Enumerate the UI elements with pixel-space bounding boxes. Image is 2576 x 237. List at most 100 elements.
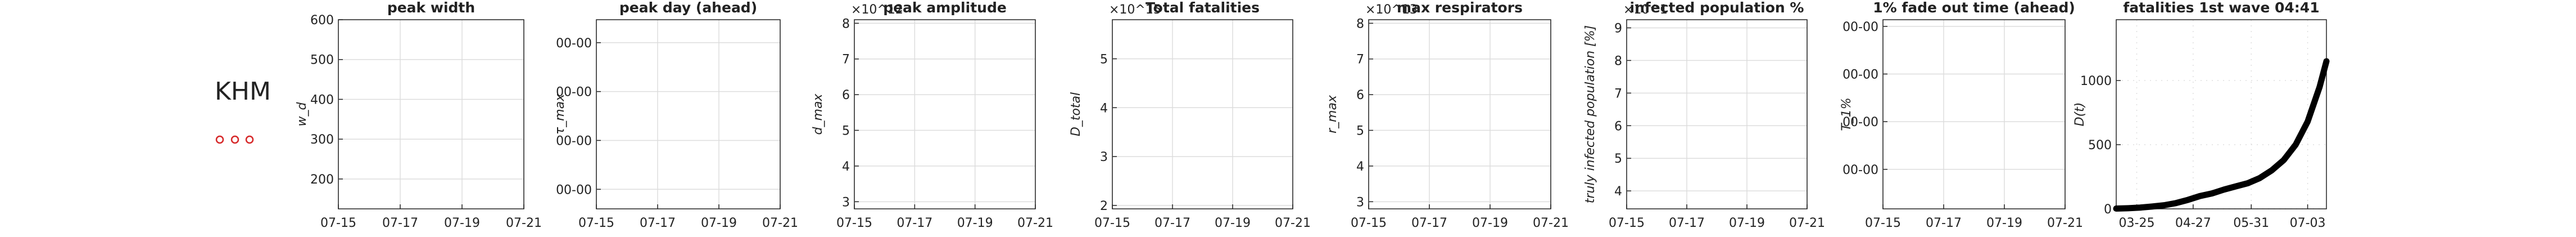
y-tick-label: 3 bbox=[842, 195, 850, 209]
y-tick-label: 2 bbox=[1100, 199, 1108, 213]
y-tick-label: 5 bbox=[1356, 124, 1364, 138]
y-tick-label: 00-00 bbox=[556, 134, 592, 148]
y-tick-label: 500 bbox=[2088, 138, 2112, 153]
x-tick-label: 07-17 bbox=[1411, 216, 1447, 230]
x-tick-label: 07-21 bbox=[762, 216, 798, 230]
y-tick-label: 3 bbox=[1100, 150, 1108, 164]
x-tick-label: 07-15 bbox=[578, 216, 614, 230]
x-tick-label: 07-21 bbox=[1533, 216, 1569, 230]
y-tick-label: 00-00 bbox=[1842, 163, 1878, 177]
x-tick-label: 07-21 bbox=[1789, 216, 1825, 230]
y-tick-label: 8 bbox=[842, 17, 850, 31]
axis-exponent: ×10^13 bbox=[1365, 3, 1418, 17]
y-tick-label: 6 bbox=[842, 88, 850, 102]
chart-title: peak width bbox=[387, 0, 475, 16]
chart-title: 1% fade out time (ahead) bbox=[1873, 0, 2075, 16]
x-tick-label: 07-21 bbox=[506, 216, 542, 230]
y-tick-label: 00-00 bbox=[556, 86, 592, 100]
x-tick-label: 07-15 bbox=[1865, 216, 1901, 230]
chart-title: infected population % bbox=[1630, 0, 1804, 16]
y-tick-label: 500 bbox=[310, 53, 334, 68]
x-tick-label: 07-15 bbox=[836, 216, 872, 230]
axis-exponent: ×10^12 bbox=[851, 3, 903, 17]
y-tick-label: 600 bbox=[310, 14, 334, 28]
y-axis-label: D_total bbox=[1069, 92, 1083, 136]
y-tick-label: 8 bbox=[1356, 17, 1364, 31]
chart-title: peak day (ahead) bbox=[619, 0, 757, 16]
y-tick-label: 00-00 bbox=[1842, 20, 1878, 34]
y-tick-label: 7 bbox=[1356, 53, 1364, 67]
y-axis-label: r_max bbox=[1325, 95, 1339, 133]
plot-frame bbox=[1626, 19, 1808, 209]
y-tick-label: 00-00 bbox=[556, 37, 592, 51]
y-axis-label: D(t) bbox=[2073, 102, 2087, 127]
y-tick-label: 7 bbox=[842, 53, 850, 67]
x-tick-label: 07-21 bbox=[1017, 216, 1053, 230]
plot-frame bbox=[854, 19, 1036, 209]
chart-title: max respirators bbox=[1397, 0, 1523, 16]
y-tick-label: 00-00 bbox=[1842, 115, 1878, 129]
x-tick-label: 07-19 bbox=[1472, 216, 1508, 230]
x-tick-label: 07-19 bbox=[444, 216, 480, 230]
y-tick-label: 00-00 bbox=[556, 183, 592, 197]
plot-frame bbox=[338, 19, 524, 209]
y-tick-label: 4 bbox=[1356, 160, 1364, 174]
chart-title: Total fatalities bbox=[1146, 0, 1260, 16]
y-tick-label: 4 bbox=[842, 160, 850, 174]
x-tick-label: 07-17 bbox=[382, 216, 418, 230]
axis-exponent: ×10^1 bbox=[1623, 3, 1668, 17]
x-tick-label: 07-19 bbox=[1729, 216, 1765, 230]
x-tick-label: 07-19 bbox=[1215, 216, 1251, 230]
x-tick-label: 05-31 bbox=[2233, 216, 2269, 230]
y-tick-label: 1000 bbox=[2080, 74, 2112, 88]
y-tick-label: 4 bbox=[1100, 101, 1108, 115]
y-axis-label: truly infected population [%] bbox=[1583, 25, 1597, 203]
plot-frame bbox=[1368, 19, 1551, 209]
x-tick-label: 07-15 bbox=[1094, 216, 1130, 230]
marker bbox=[215, 135, 224, 144]
x-tick-label: 07-17 bbox=[1155, 216, 1190, 230]
marker bbox=[245, 135, 254, 144]
x-tick-label: 07-15 bbox=[1609, 216, 1645, 230]
x-tick-label: 07-19 bbox=[1986, 216, 2022, 230]
y-tick-label: 7 bbox=[1614, 87, 1622, 101]
x-tick-label: 07-15 bbox=[1351, 216, 1387, 230]
y-axis-label: τ_max bbox=[553, 93, 567, 135]
y-axis-label: w_d bbox=[295, 101, 309, 126]
country-code: KHM bbox=[215, 77, 271, 106]
x-tick-label: 03-25 bbox=[2119, 216, 2155, 230]
y-tick-label: 5 bbox=[1100, 52, 1108, 66]
data-line bbox=[2113, 58, 2330, 212]
x-tick-label: 07-19 bbox=[957, 216, 993, 230]
x-tick-label: 07-03 bbox=[2290, 216, 2326, 230]
plot-frame bbox=[1112, 19, 1293, 209]
x-tick-label: 07-21 bbox=[2047, 216, 2083, 230]
chart-title: peak amplitude bbox=[883, 0, 1007, 16]
x-tick-label: 07-17 bbox=[640, 216, 676, 230]
x-tick-label: 07-17 bbox=[897, 216, 932, 230]
y-tick-label: 8 bbox=[1614, 54, 1622, 68]
y-tick-label: 4 bbox=[1614, 185, 1622, 199]
y-tick-label: 0 bbox=[2104, 203, 2112, 217]
y-tick-label: 300 bbox=[310, 133, 334, 147]
y-axis-label: T_1% bbox=[1840, 97, 1854, 131]
y-tick-label: 3 bbox=[1356, 195, 1364, 209]
chart-title: fatalities 1st wave 04:41 bbox=[2123, 0, 2319, 16]
y-tick-label: 00-00 bbox=[1842, 68, 1878, 82]
y-tick-label: 5 bbox=[1614, 152, 1622, 166]
y-tick-label: 6 bbox=[1614, 119, 1622, 133]
x-tick-label: 07-15 bbox=[320, 216, 356, 230]
y-axis-label: d_max bbox=[811, 93, 825, 135]
plot-frame bbox=[596, 19, 781, 209]
x-tick-label: 04-27 bbox=[2175, 216, 2211, 230]
y-tick-label: 5 bbox=[842, 124, 850, 138]
y-tick-label: 400 bbox=[310, 93, 334, 107]
plot-frame bbox=[2116, 19, 2327, 209]
x-tick-label: 07-17 bbox=[1669, 216, 1705, 230]
plot-frame bbox=[1882, 19, 2066, 209]
x-tick-label: 07-19 bbox=[701, 216, 737, 230]
axis-exponent: ×10^15 bbox=[1109, 3, 1161, 17]
x-tick-label: 07-21 bbox=[1275, 216, 1311, 230]
y-tick-label: 200 bbox=[310, 173, 334, 187]
